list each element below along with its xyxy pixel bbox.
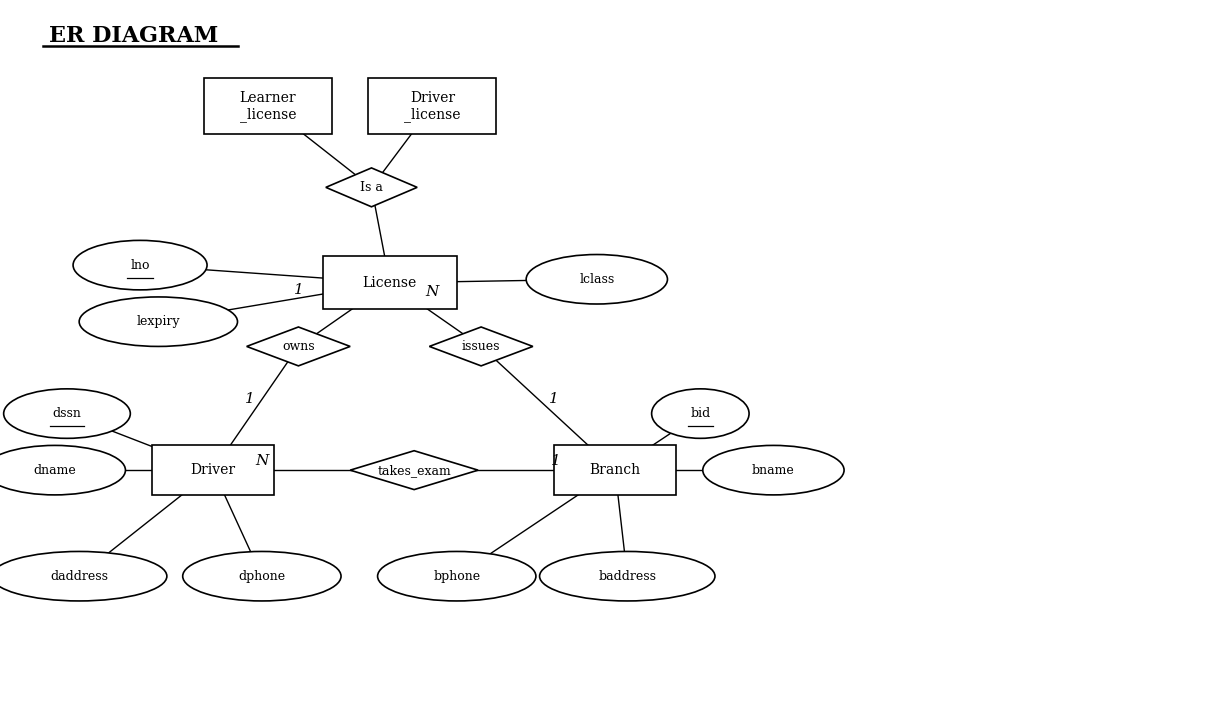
Text: Driver
_license: Driver _license <box>404 90 460 122</box>
FancyBboxPatch shape <box>554 445 676 495</box>
Ellipse shape <box>652 389 749 438</box>
Text: N: N <box>426 285 438 299</box>
Text: 1: 1 <box>245 392 255 407</box>
Text: lexpiry: lexpiry <box>136 315 180 328</box>
Polygon shape <box>246 327 351 366</box>
Text: Learner
_license: Learner _license <box>240 90 296 122</box>
Ellipse shape <box>703 445 844 495</box>
Ellipse shape <box>79 297 238 346</box>
Ellipse shape <box>540 551 715 601</box>
Text: bname: bname <box>752 464 795 477</box>
Text: ER DIAGRAM: ER DIAGRAM <box>49 25 218 47</box>
Ellipse shape <box>526 255 667 304</box>
Text: lno: lno <box>130 259 150 271</box>
Text: baddress: baddress <box>598 570 657 583</box>
Ellipse shape <box>378 551 536 601</box>
FancyBboxPatch shape <box>323 257 457 310</box>
Text: 1: 1 <box>551 454 560 468</box>
Text: daddress: daddress <box>50 570 108 583</box>
Text: 1: 1 <box>294 283 303 297</box>
Text: License: License <box>363 276 417 290</box>
FancyBboxPatch shape <box>205 78 331 134</box>
Polygon shape <box>430 327 533 366</box>
FancyBboxPatch shape <box>368 78 497 134</box>
Text: N: N <box>256 454 268 468</box>
Ellipse shape <box>183 551 341 601</box>
Ellipse shape <box>0 445 125 495</box>
Text: takes_exam: takes_exam <box>378 464 451 477</box>
Text: Branch: Branch <box>590 463 641 477</box>
Polygon shape <box>326 168 417 206</box>
Ellipse shape <box>4 389 130 438</box>
Text: dphone: dphone <box>239 570 285 583</box>
Text: bphone: bphone <box>434 570 480 583</box>
Text: 1: 1 <box>549 392 559 407</box>
Text: dname: dname <box>33 464 77 477</box>
Ellipse shape <box>73 240 207 290</box>
Polygon shape <box>351 451 477 489</box>
FancyBboxPatch shape <box>152 445 274 495</box>
Text: issues: issues <box>462 340 501 353</box>
Text: bid: bid <box>691 407 710 420</box>
Text: Is a: Is a <box>361 181 382 194</box>
Text: Driver: Driver <box>190 463 236 477</box>
Text: dssn: dssn <box>52 407 82 420</box>
Text: owns: owns <box>283 340 314 353</box>
Text: lclass: lclass <box>580 273 614 286</box>
Ellipse shape <box>0 551 167 601</box>
